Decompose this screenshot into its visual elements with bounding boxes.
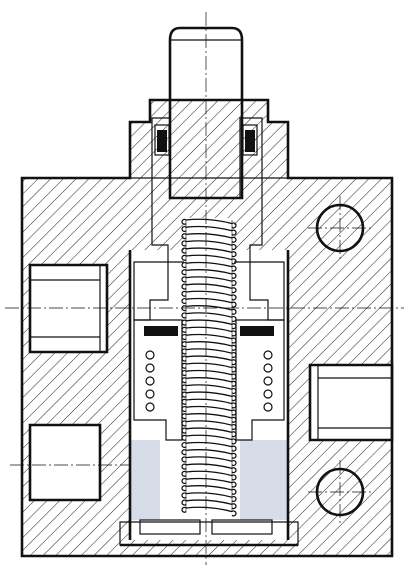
- spring-coil: [181, 449, 237, 459]
- spring-coil: [181, 377, 237, 387]
- spring-coil: [181, 269, 237, 279]
- center-lines: [5, 12, 404, 565]
- spring-coil: [181, 485, 237, 495]
- spring-coil: [181, 456, 237, 466]
- spring-coil: [181, 434, 237, 445]
- spring-coil: [181, 312, 237, 322]
- spring-coil: [181, 355, 237, 366]
- spring-coil: [181, 319, 237, 330]
- spring-coil: [181, 369, 237, 380]
- spring-coil: [181, 254, 237, 265]
- spring-coil: [181, 247, 237, 258]
- spring-coil: [181, 333, 237, 344]
- spring-coil: [181, 290, 237, 301]
- spring-coil: [181, 499, 237, 510]
- spring-coil: [181, 276, 237, 286]
- spring-coil: [181, 261, 237, 272]
- left-lower-port-cavity: [28, 423, 102, 502]
- spring-coil: [181, 233, 237, 243]
- spring-coil: [181, 413, 237, 423]
- spring-coil: [181, 283, 237, 294]
- spring-coil: [181, 492, 237, 502]
- spring-coil: [181, 225, 237, 236]
- spring-coil: [181, 506, 237, 517]
- left-upper-port: [28, 263, 109, 354]
- spring-coil: [181, 384, 237, 394]
- spring-coil: [181, 427, 237, 438]
- spring-coil: [181, 391, 237, 402]
- coil-spring: [181, 218, 237, 517]
- ball-elements-right: [263, 350, 273, 412]
- spring-coil: [181, 441, 237, 452]
- right-port: [308, 363, 394, 442]
- ball-elements-left: [145, 350, 155, 412]
- mounting-hole-bottom: [308, 460, 372, 524]
- mounting-hole-top: [308, 196, 372, 260]
- spring-coil: [181, 297, 237, 308]
- spring-coil: [181, 326, 237, 337]
- spring-coil: [181, 341, 237, 351]
- spring-coil: [181, 470, 237, 481]
- spring-coil: [181, 240, 237, 250]
- spring-coil: [181, 218, 237, 229]
- spring-coil: [181, 348, 237, 358]
- bottom-cap: [119, 519, 299, 547]
- spring-coil: [181, 362, 237, 373]
- spring-coil: [181, 398, 237, 409]
- spring-coil: [181, 420, 237, 430]
- spring-coil: [181, 477, 237, 488]
- spring-coil: [181, 405, 237, 416]
- spring-coil: [181, 463, 237, 474]
